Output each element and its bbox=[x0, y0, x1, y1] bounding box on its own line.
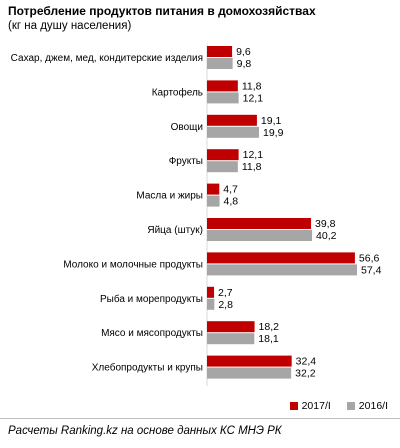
data-label-2016-i: 11,8 bbox=[242, 161, 262, 173]
bar-2017-i bbox=[207, 321, 255, 333]
data-label-2017-i: 9,6 bbox=[236, 46, 251, 58]
legend-swatch-2016 bbox=[346, 402, 355, 410]
chart-title: Потребление продуктов питания в домохозя… bbox=[8, 4, 316, 18]
category-label: Рыба и морепродукты bbox=[100, 293, 203, 305]
footer-divider bbox=[0, 418, 400, 419]
data-label-2016-i: 57,4 bbox=[361, 264, 382, 276]
data-label-2017-i: 12,1 bbox=[243, 149, 264, 161]
legend-swatch-2017 bbox=[289, 402, 298, 410]
bar-2017-i bbox=[207, 114, 257, 126]
bar-2016-i bbox=[207, 264, 357, 276]
legend-item-2016: 2016/I bbox=[346, 400, 388, 412]
data-label-2017-i: 39,8 bbox=[315, 218, 336, 230]
data-label-2016-i: 9,8 bbox=[237, 58, 252, 70]
data-label-2016-i: 18,1 bbox=[258, 333, 279, 345]
legend-label-2016: 2016/I bbox=[358, 400, 388, 412]
data-label-2017-i: 19,1 bbox=[261, 115, 282, 127]
chart-subtitle: (кг на душу населения) bbox=[8, 20, 132, 32]
bar-2017-i bbox=[207, 355, 292, 367]
data-label-2016-i: 4,8 bbox=[224, 196, 239, 208]
data-label-2016-i: 40,2 bbox=[316, 230, 337, 242]
category-label: Яйца (штук) bbox=[147, 225, 203, 236]
category-label: Фрукты bbox=[169, 156, 203, 167]
category-label: Овощи bbox=[171, 122, 203, 133]
category-label: Масла и жиры bbox=[136, 191, 203, 202]
bar-2016-i bbox=[207, 92, 239, 104]
bar-2016-i bbox=[207, 333, 255, 345]
data-label-2017-i: 18,2 bbox=[259, 321, 280, 333]
source-note: Расчеты Ranking.kz на основе данных КС М… bbox=[8, 425, 282, 437]
bar-2016-i bbox=[207, 161, 238, 173]
data-label-2017-i: 4,7 bbox=[223, 184, 238, 196]
category-label: Картофель bbox=[152, 86, 203, 98]
data-label-2017-i: 32,4 bbox=[296, 356, 317, 368]
bar-2016-i bbox=[207, 195, 220, 207]
data-label-2016-i: 2,8 bbox=[218, 299, 233, 311]
bar-2016-i bbox=[207, 367, 292, 379]
bar-2016-i bbox=[207, 298, 215, 310]
category-label: Мясо и мясопродукты bbox=[101, 328, 203, 339]
bar-2016-i bbox=[207, 126, 260, 138]
bar-2017-i bbox=[207, 218, 312, 229]
bar-2017-i bbox=[207, 80, 238, 92]
data-label-2017-i: 56,6 bbox=[359, 252, 380, 264]
bar-2016-i bbox=[207, 230, 313, 241]
data-label-2017-i: 2,7 bbox=[218, 287, 233, 299]
category-label: Молоко и молочные продукты bbox=[63, 259, 203, 270]
bar-2016-i bbox=[207, 58, 233, 69]
bar-2017-i bbox=[207, 183, 220, 195]
category-label: Сахар, джем, мед, кондитерские изделия bbox=[11, 53, 203, 64]
bar-2017-i bbox=[207, 252, 355, 264]
bar-2017-i bbox=[207, 149, 239, 161]
category-label: Хлебопродукты и крупы bbox=[92, 362, 203, 374]
legend-label-2017: 2017/I bbox=[301, 400, 331, 412]
data-label-2016-i: 32,2 bbox=[295, 368, 316, 380]
bar-2017-i bbox=[207, 286, 215, 298]
bar-2017-i bbox=[207, 46, 233, 57]
bar-chart: Сахар, джем, мед, кондитерские изделия 9,… bbox=[11, 44, 382, 386]
data-label-2016-i: 19,9 bbox=[263, 127, 284, 139]
chart-legend: 2017/I 2016/I bbox=[289, 400, 388, 412]
data-label-2016-i: 12,1 bbox=[243, 92, 264, 104]
legend-item-2017: 2017/I bbox=[289, 400, 331, 412]
data-label-2017-i: 11,8 bbox=[242, 80, 262, 92]
